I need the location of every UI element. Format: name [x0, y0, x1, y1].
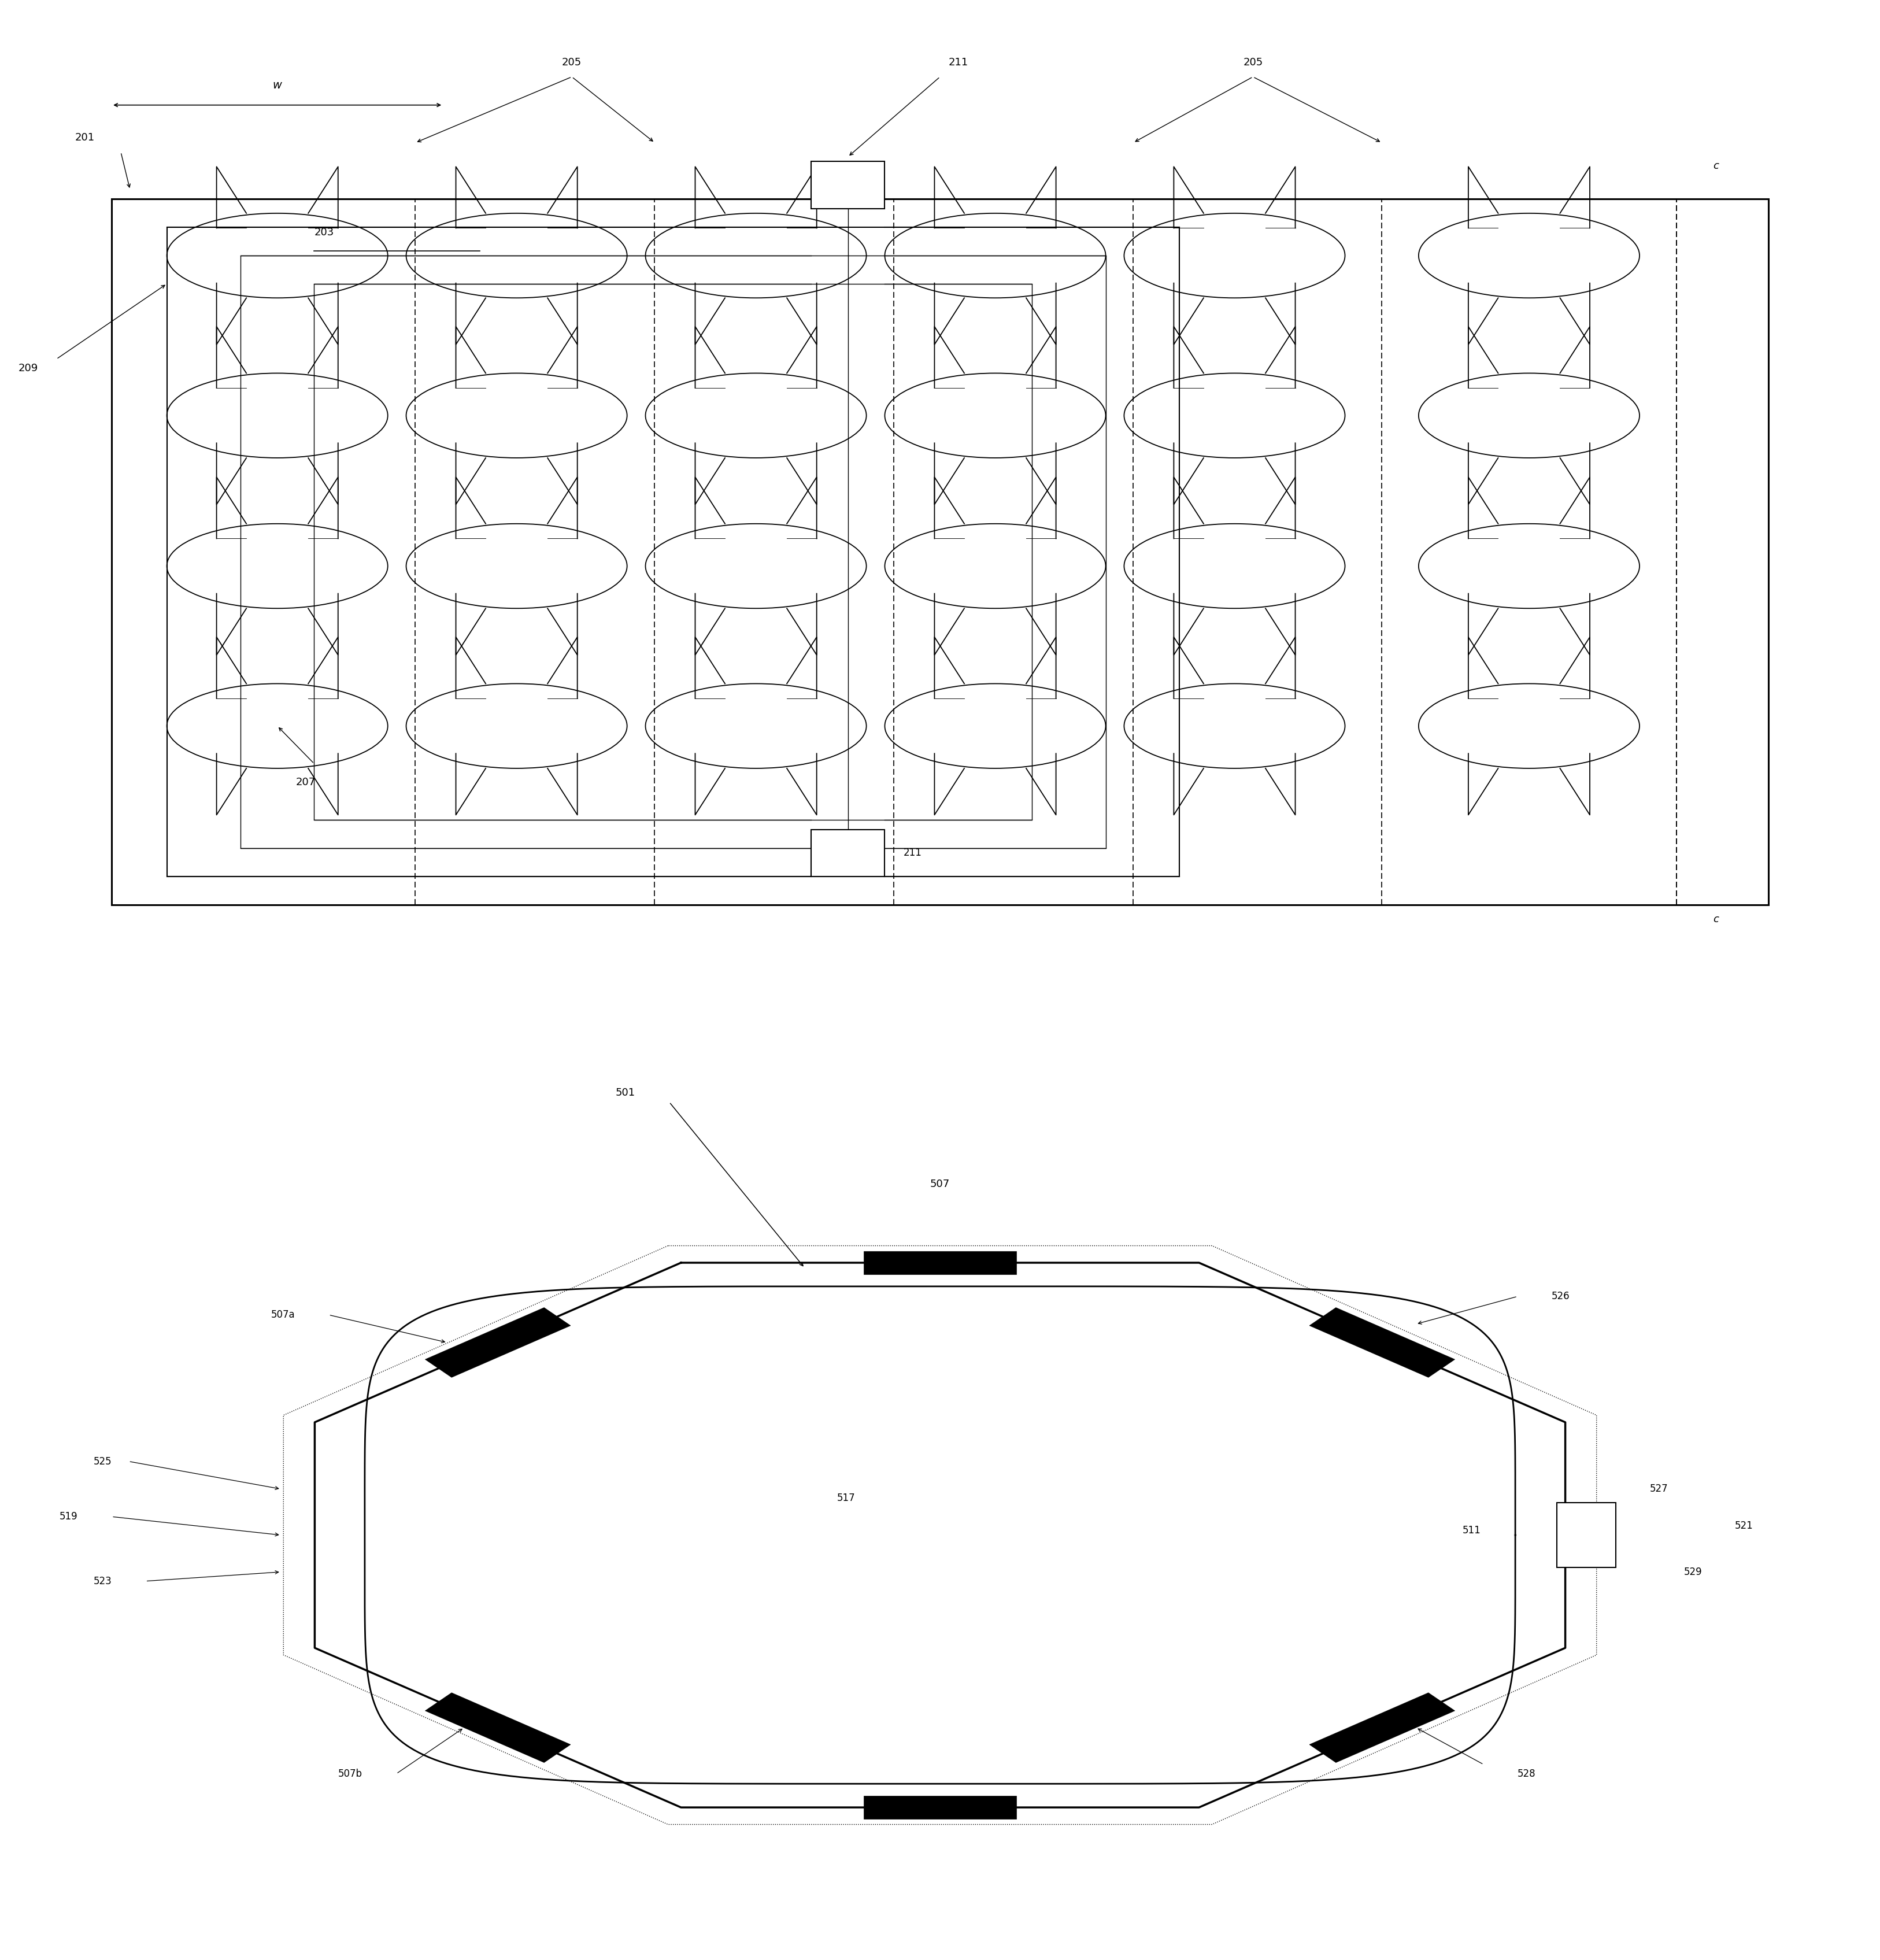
Polygon shape	[1310, 1307, 1455, 1378]
Text: 501: 501	[617, 1088, 635, 1098]
Text: 507a: 507a	[271, 1309, 295, 1321]
Text: 207: 207	[295, 778, 316, 788]
Text: 521: 521	[1735, 1521, 1752, 1531]
Text: 517: 517	[837, 1494, 855, 1503]
Bar	[810, 161, 885, 208]
Text: 211: 211	[949, 57, 968, 67]
Bar	[314, 284, 1032, 819]
Text: 507b: 507b	[338, 1768, 363, 1780]
Polygon shape	[425, 1693, 570, 1762]
Text: 209: 209	[19, 363, 38, 374]
Text: 523: 523	[94, 1576, 111, 1586]
Text: 528: 528	[1517, 1768, 1536, 1780]
Text: 507: 507	[931, 1178, 949, 1190]
Text: 203: 203	[314, 227, 335, 237]
Text: 511: 511	[1463, 1525, 1481, 1537]
Bar	[167, 227, 1179, 876]
Text: 205: 205	[562, 57, 581, 67]
Bar	[1557, 1503, 1617, 1568]
Text: 211: 211	[902, 849, 921, 858]
Polygon shape	[865, 1795, 1017, 1819]
Text: c: c	[1713, 913, 1718, 925]
Text: 526: 526	[1551, 1292, 1570, 1301]
Bar	[810, 829, 885, 876]
Text: c: c	[1713, 161, 1718, 171]
Text: 201: 201	[75, 131, 94, 143]
Bar	[241, 255, 1105, 849]
Text: 527: 527	[1651, 1484, 1668, 1494]
Polygon shape	[1310, 1693, 1455, 1762]
Text: 529: 529	[1684, 1566, 1701, 1578]
Text: 525: 525	[94, 1456, 111, 1466]
Text: 519: 519	[60, 1511, 77, 1521]
Bar	[111, 200, 1769, 906]
Polygon shape	[425, 1307, 570, 1378]
Text: 205: 205	[1243, 57, 1263, 67]
Polygon shape	[865, 1250, 1017, 1274]
Text: w: w	[273, 80, 282, 90]
